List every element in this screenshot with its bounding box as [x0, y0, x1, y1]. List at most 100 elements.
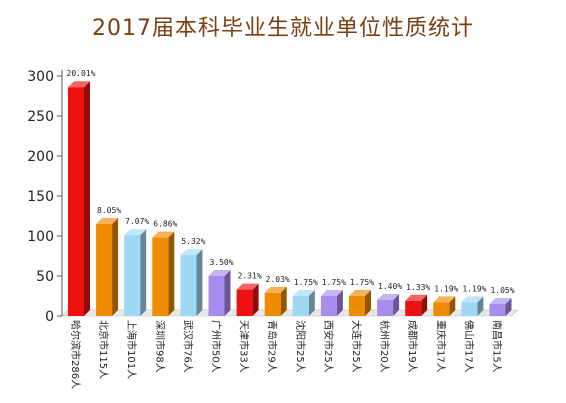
bar-top	[124, 229, 147, 236]
category-label: 天津市33人	[238, 320, 251, 373]
labels: 20.01% 哈尔滨市286人 8.05% 北京市115人 7.07% 上海市101人 6.…	[67, 69, 515, 389]
category-label: 佛山市17人	[462, 320, 475, 373]
category-label: 西安市25人	[322, 320, 335, 373]
bar-top	[292, 290, 315, 296]
bar-front	[349, 296, 365, 316]
bar-side	[168, 231, 175, 316]
bar	[152, 231, 175, 316]
bar-side	[252, 283, 259, 316]
data-label: 8.05%	[97, 206, 121, 215]
category-label: 北京市115人	[97, 320, 110, 379]
category-label: 南昌市15人	[491, 320, 504, 373]
bar-front	[292, 296, 309, 316]
data-label: 1.19%	[462, 284, 486, 293]
bar	[96, 218, 119, 316]
y-tick-label: 250	[27, 109, 54, 125]
category-label: 武汉市76人	[181, 320, 194, 373]
bar-side	[112, 218, 119, 316]
bar-front	[68, 87, 84, 316]
y-tick-label: 200	[27, 149, 54, 165]
bar-side	[477, 296, 484, 316]
bar-front	[152, 237, 169, 316]
bar-top	[236, 283, 259, 290]
category-label: 青岛市29人	[266, 320, 279, 373]
data-label: 5.32%	[181, 237, 205, 246]
bar-top	[208, 270, 231, 276]
bar	[124, 229, 147, 316]
y-tick-label: 50	[36, 269, 54, 285]
bar-side	[84, 81, 90, 316]
bar-front	[405, 300, 422, 316]
y-tick-label: 300	[27, 69, 54, 85]
bar-side	[308, 290, 315, 316]
bar-side	[393, 294, 400, 316]
bar-top	[68, 81, 90, 88]
bar	[292, 290, 315, 316]
category-label: 重庆市17人	[434, 320, 447, 373]
bar	[180, 249, 203, 316]
bar	[377, 294, 400, 316]
data-label: 1.19%	[434, 284, 458, 293]
bar-front	[377, 300, 394, 316]
category-label: 上海市101人	[125, 320, 138, 379]
bar-front	[433, 302, 450, 316]
data-label: 1.40%	[378, 282, 402, 291]
bar-side	[421, 294, 428, 316]
category-label: 哈尔滨市286人	[69, 320, 82, 389]
chart-title: 2017届本科毕业生就业单位性质统计	[92, 16, 474, 41]
bar-side	[365, 290, 371, 316]
bar-front	[320, 296, 337, 316]
y-tick-label: 0	[45, 309, 54, 325]
bar-top	[405, 294, 428, 301]
bar-top	[180, 249, 203, 256]
y-tick-label: 150	[27, 189, 54, 205]
category-label: 深圳市98人	[153, 320, 166, 373]
category-label: 杭州市20人	[378, 320, 391, 373]
bar-top	[96, 218, 119, 224]
bar-side	[449, 296, 456, 316]
category-label: 大连市25人	[350, 320, 363, 373]
axes: 0 50 100 150 200 250 300	[27, 69, 519, 325]
bars	[68, 81, 512, 316]
bar	[349, 290, 371, 316]
bar-top	[152, 231, 175, 238]
data-label: 7.07%	[125, 217, 149, 226]
bar-front	[489, 304, 506, 316]
bar	[68, 81, 90, 316]
bar-side	[196, 249, 203, 316]
data-label: 20.01%	[67, 69, 96, 78]
data-label: 1.33%	[406, 283, 430, 292]
bar-top	[377, 294, 400, 300]
bar-front	[461, 302, 478, 316]
bar	[461, 296, 484, 316]
category-label: 成都市19人	[406, 320, 419, 373]
bar	[320, 290, 343, 316]
bar-top	[320, 290, 343, 296]
bar	[489, 298, 512, 316]
bar-top	[349, 290, 371, 296]
data-label: 6.86%	[153, 220, 177, 229]
data-label: 3.50%	[209, 258, 233, 267]
bar-top	[461, 296, 484, 303]
bar-front	[180, 255, 197, 316]
data-label: 1.75%	[294, 278, 318, 287]
category-label: 广州市50人	[210, 320, 223, 373]
bar-side	[336, 290, 343, 316]
bar-side	[280, 286, 287, 316]
data-label: 1.05%	[490, 286, 514, 295]
bar-top	[433, 296, 456, 303]
bar-front	[124, 235, 141, 316]
data-label: 1.75%	[322, 278, 346, 287]
bar-front	[236, 289, 253, 316]
bar	[264, 286, 287, 316]
bar-top	[489, 298, 512, 304]
bar-side	[224, 270, 231, 316]
data-label: 2.03%	[266, 275, 290, 284]
data-label: 1.75%	[350, 278, 374, 287]
bar-front	[96, 224, 113, 316]
bar-front	[264, 292, 281, 316]
y-tick-label: 100	[27, 229, 54, 245]
bar	[236, 283, 259, 316]
data-label: 2.31%	[238, 272, 262, 281]
